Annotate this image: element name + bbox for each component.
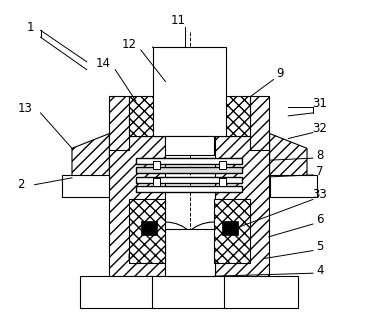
Text: 14: 14 bbox=[96, 57, 111, 70]
Bar bbox=[136, 167, 242, 173]
Bar bbox=[165, 136, 214, 155]
Text: 31: 31 bbox=[312, 97, 327, 110]
Bar bbox=[129, 199, 165, 264]
Bar bbox=[269, 175, 317, 196]
Text: 5: 5 bbox=[316, 240, 324, 253]
Text: 8: 8 bbox=[316, 149, 324, 162]
Polygon shape bbox=[72, 134, 110, 185]
Polygon shape bbox=[215, 136, 269, 276]
Bar bbox=[153, 47, 226, 136]
Bar bbox=[136, 177, 242, 183]
Bar bbox=[219, 161, 226, 169]
Bar bbox=[136, 186, 242, 192]
Bar bbox=[165, 229, 215, 276]
Polygon shape bbox=[110, 96, 129, 150]
Bar bbox=[153, 161, 160, 169]
Bar bbox=[214, 199, 250, 264]
Text: 13: 13 bbox=[17, 103, 32, 116]
Text: 7: 7 bbox=[316, 165, 324, 178]
Text: 9: 9 bbox=[277, 67, 284, 80]
Text: 4: 4 bbox=[316, 264, 324, 277]
Text: 32: 32 bbox=[312, 122, 327, 135]
Wedge shape bbox=[177, 222, 250, 259]
Text: 1: 1 bbox=[27, 21, 34, 34]
Bar bbox=[62, 175, 110, 196]
Bar bbox=[136, 158, 242, 164]
Text: 11: 11 bbox=[171, 14, 186, 27]
Polygon shape bbox=[250, 96, 269, 150]
Bar bbox=[222, 221, 238, 235]
Polygon shape bbox=[110, 136, 165, 276]
Bar bbox=[214, 96, 250, 136]
Wedge shape bbox=[129, 222, 202, 259]
Text: 6: 6 bbox=[316, 213, 324, 226]
Bar bbox=[219, 178, 226, 186]
Bar bbox=[129, 96, 165, 136]
Text: 2: 2 bbox=[17, 178, 25, 191]
Bar bbox=[80, 276, 298, 308]
Bar bbox=[153, 178, 160, 186]
Bar bbox=[141, 221, 157, 235]
Text: 12: 12 bbox=[122, 38, 136, 50]
Polygon shape bbox=[269, 134, 307, 185]
Text: 33: 33 bbox=[312, 188, 327, 201]
